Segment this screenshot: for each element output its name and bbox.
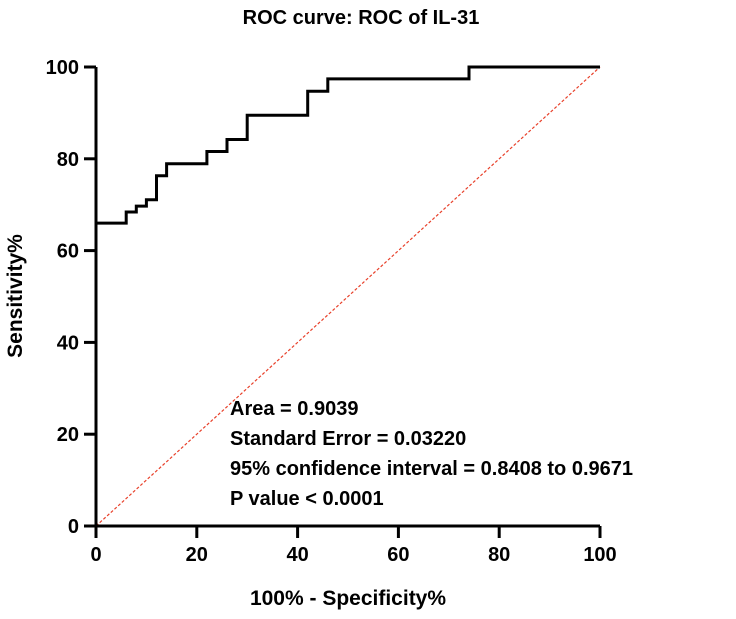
series-layer <box>96 65 600 225</box>
chart-title: ROC curve: ROC of IL-31 <box>243 7 480 29</box>
reference-diagonal-line <box>95 66 601 527</box>
x-tick-label: 100 <box>583 544 616 566</box>
roc-curve-line <box>96 65 600 225</box>
x-tick-label: 20 <box>186 544 208 566</box>
y-tick-label: 40 <box>57 332 79 354</box>
x-tick-label: 0 <box>90 544 101 566</box>
ticks-layer: 0 20 40 60 80 100 0 20 40 60 80 100 <box>46 57 617 566</box>
stats-annotation: Area = 0.9039 Standard Error = 0.03220 9… <box>230 398 633 510</box>
y-tick-label: 0 <box>68 516 79 538</box>
reference-line-layer <box>95 66 601 527</box>
y-tick-label: 20 <box>57 424 79 446</box>
y-tick-label: 80 <box>57 149 79 171</box>
x-axis-label: 100% - Specificity% <box>250 587 446 610</box>
x-tick-label: 40 <box>286 544 308 566</box>
y-axis-label: Sensitivity% <box>4 234 27 358</box>
confidence-interval-annotation: 95% confidence interval = 0.8408 to 0.96… <box>230 458 633 480</box>
standard-error-annotation: Standard Error = 0.03220 <box>230 428 466 450</box>
area-annotation: Area = 0.9039 <box>230 398 358 420</box>
y-tick-label: 100 <box>46 57 79 79</box>
axes-layer <box>94 67 600 528</box>
x-tick-label: 80 <box>488 544 510 566</box>
y-tick-label: 60 <box>57 241 79 263</box>
x-tick-label: 60 <box>387 544 409 566</box>
p-value-annotation: P value < 0.0001 <box>230 488 384 510</box>
